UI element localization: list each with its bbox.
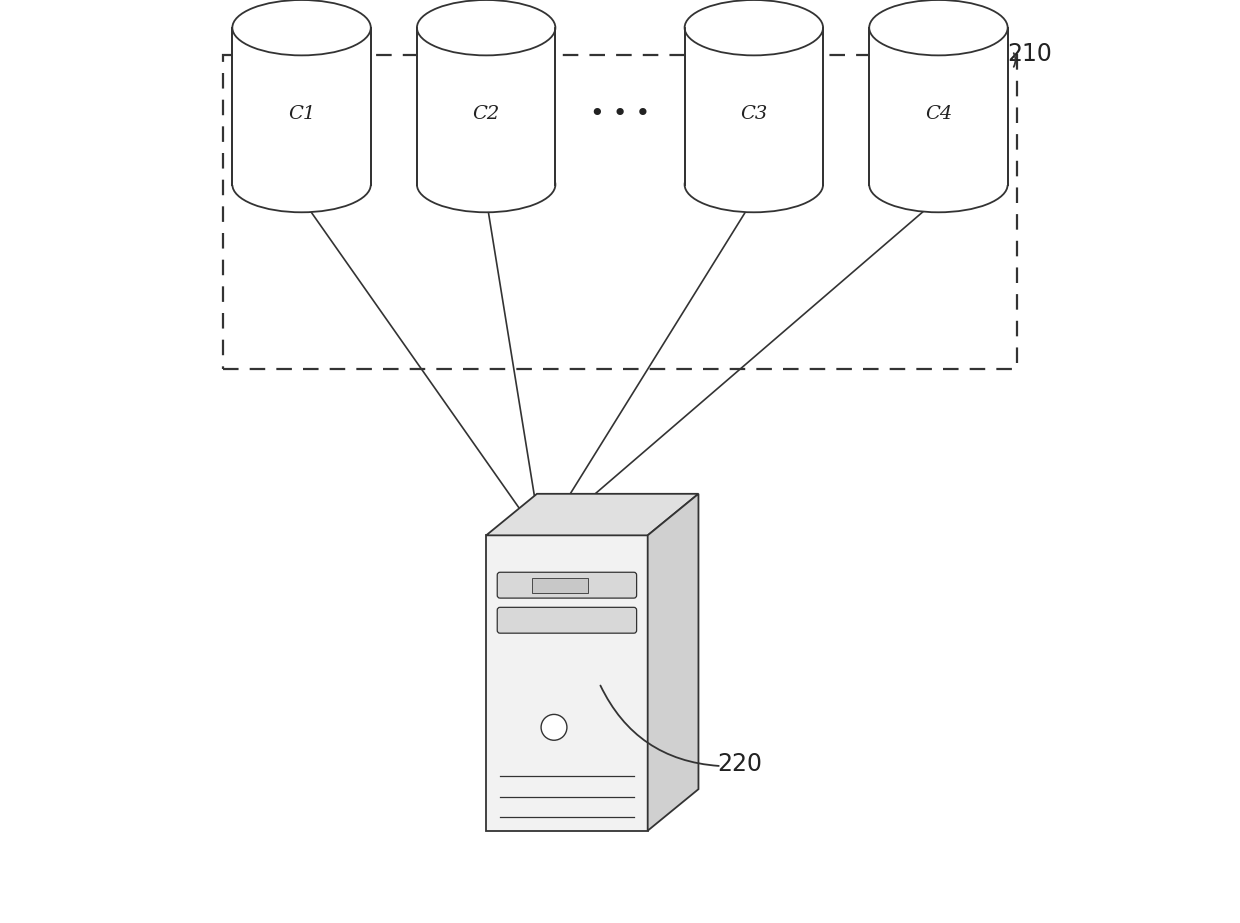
- Text: C1: C1: [288, 105, 315, 123]
- FancyBboxPatch shape: [497, 572, 636, 598]
- Text: • • •: • • •: [590, 102, 650, 126]
- Bar: [486, 535, 647, 831]
- Ellipse shape: [869, 0, 1008, 55]
- Bar: [684, 28, 823, 185]
- Bar: [417, 28, 556, 185]
- Bar: [223, 55, 1017, 369]
- Text: 220: 220: [717, 752, 761, 776]
- Ellipse shape: [684, 157, 823, 212]
- FancyBboxPatch shape: [497, 607, 636, 633]
- Text: C3: C3: [740, 105, 768, 123]
- Ellipse shape: [417, 157, 556, 212]
- Ellipse shape: [869, 157, 1008, 212]
- Circle shape: [541, 714, 567, 740]
- Ellipse shape: [232, 0, 371, 55]
- Ellipse shape: [232, 157, 371, 212]
- Text: C2: C2: [472, 105, 500, 123]
- Bar: [532, 578, 588, 593]
- Bar: [232, 28, 371, 185]
- Text: 210: 210: [1008, 42, 1053, 66]
- Text: C4: C4: [925, 105, 952, 123]
- Ellipse shape: [684, 0, 823, 55]
- Ellipse shape: [417, 0, 556, 55]
- Bar: [869, 28, 1008, 185]
- Polygon shape: [647, 494, 698, 831]
- Polygon shape: [486, 494, 698, 535]
